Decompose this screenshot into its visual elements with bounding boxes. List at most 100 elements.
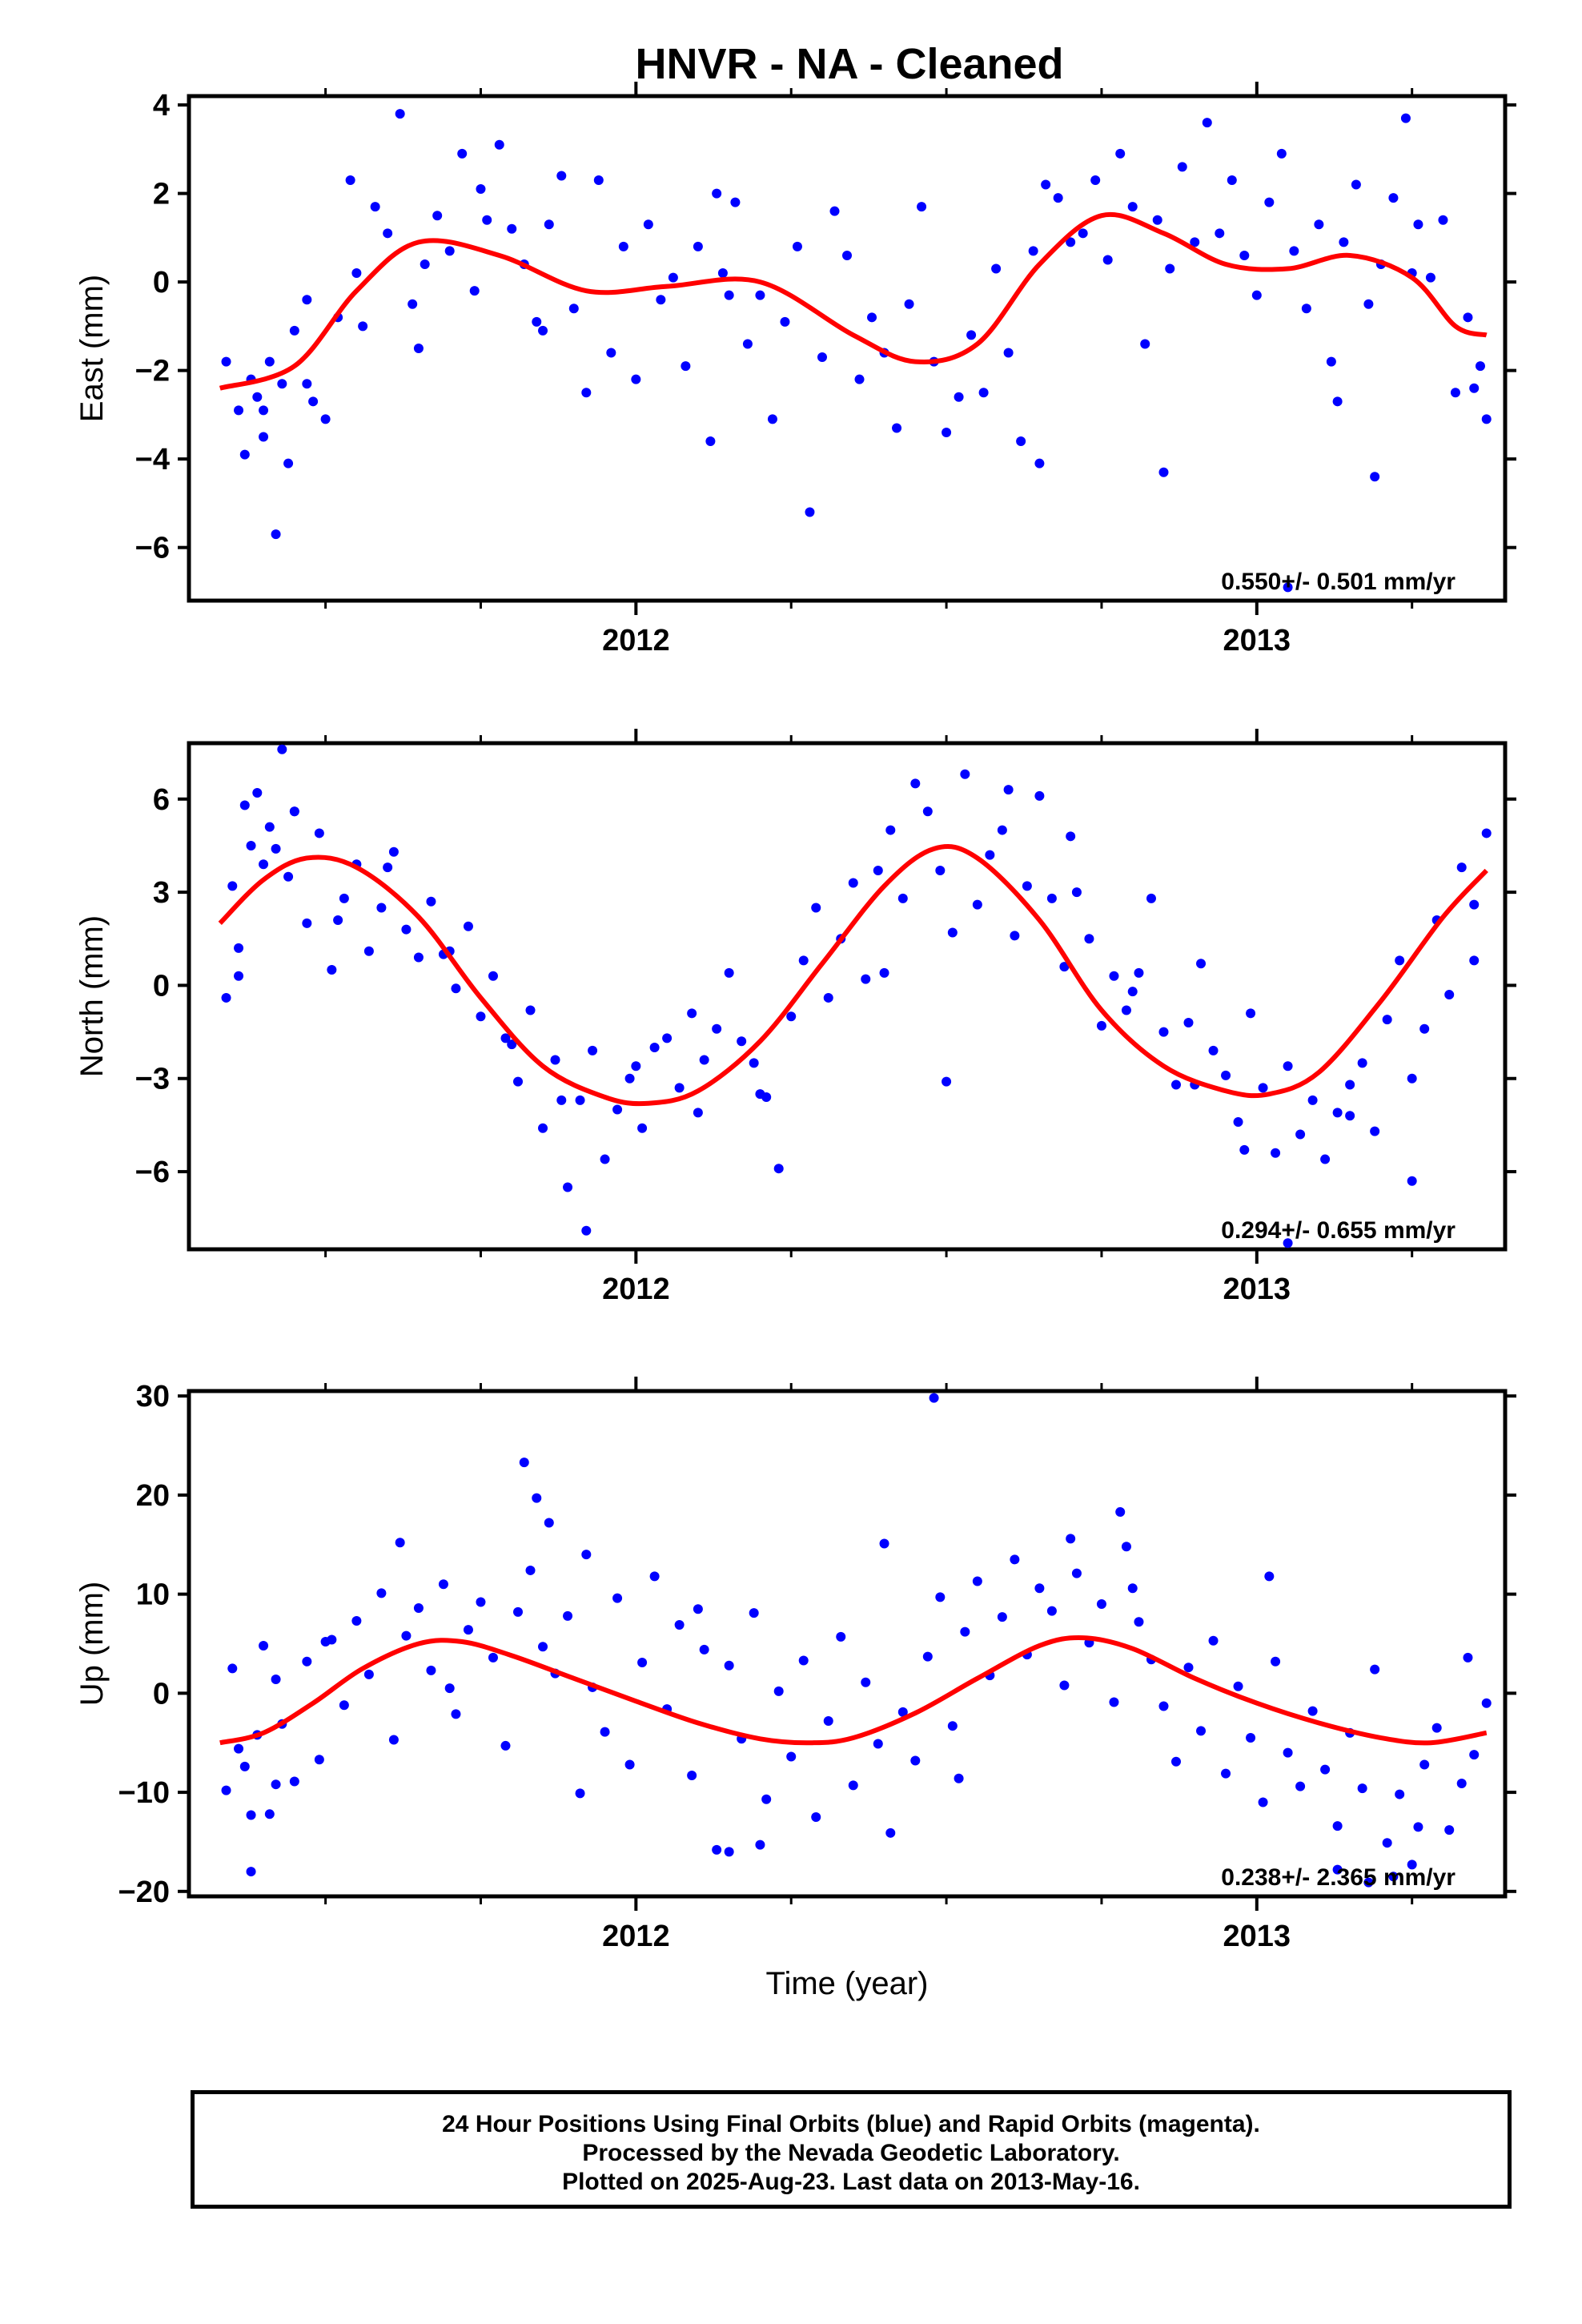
- up-data-point: [997, 1612, 1007, 1622]
- up-data-point: [1407, 1860, 1417, 1870]
- east-data-point: [1469, 383, 1480, 393]
- east-data-point: [1152, 215, 1162, 225]
- footer-box: 24 Hour Positions Using Final Orbits (bl…: [191, 2090, 1512, 2209]
- footer-line-2: Processed by the Nevada Geodetic Laborat…: [582, 2140, 1120, 2166]
- east-data-point: [668, 272, 678, 283]
- up-data-point: [363, 1669, 374, 1679]
- north-data-point: [1271, 1148, 1281, 1158]
- north-frame: [187, 741, 1508, 1252]
- north-data-point: [737, 1036, 747, 1047]
- up-data-point: [1469, 1750, 1480, 1760]
- up-data-point: [1071, 1568, 1082, 1578]
- north-data-point: [674, 1083, 685, 1093]
- up-data-point: [1395, 1789, 1405, 1799]
- east-data-point: [1370, 472, 1380, 482]
- up-data-point: [1221, 1768, 1231, 1779]
- north-data-point: [693, 1108, 703, 1118]
- east-data-point: [618, 241, 628, 251]
- east-data-point: [1215, 228, 1225, 239]
- north-data-point: [513, 1076, 523, 1087]
- north-data-point: [1345, 1111, 1355, 1121]
- up-data-point: [259, 1640, 269, 1651]
- north-data-point: [712, 1023, 722, 1034]
- east-data-point: [476, 184, 486, 195]
- north-panel: −6 −3 0 3 6 2012 2013 North (mm) 0.294+/- 0.655 …: [74, 729, 1516, 1306]
- north-data-point: [1307, 1095, 1318, 1105]
- east-data-point: [302, 295, 312, 305]
- up-frame: [187, 1389, 1508, 1899]
- east-data-point: [1326, 356, 1336, 367]
- up-y-tick-label: 10: [136, 1578, 170, 1612]
- east-data-point: [1276, 148, 1287, 159]
- east-data-point: [370, 202, 380, 212]
- north-y-tick-label: −6: [135, 1156, 170, 1189]
- east-data-point: [1425, 272, 1435, 283]
- east-data-point: [283, 458, 294, 468]
- footer-line-1: 24 Hour Positions Using Final Orbits (bl…: [442, 2111, 1260, 2137]
- east-data-point: [413, 344, 424, 353]
- up-data-point: [351, 1616, 362, 1626]
- north-data-point: [823, 992, 833, 1003]
- north-y-axis-label: North (mm): [74, 915, 110, 1077]
- up-data-point: [388, 1735, 399, 1745]
- up-data-point: [879, 1538, 889, 1549]
- up-data-point: [1010, 1554, 1020, 1565]
- east-data-point: [1481, 414, 1492, 424]
- up-data-point: [1413, 1822, 1423, 1832]
- north-data-point: [1208, 1045, 1219, 1055]
- north-data-point: [488, 971, 498, 981]
- east-y-axis-label: East (mm): [74, 275, 110, 422]
- east-data-point: [712, 188, 722, 199]
- north-data-point: [786, 1011, 797, 1022]
- north-data-point: [221, 992, 231, 1003]
- east-data-point: [991, 263, 1002, 274]
- east-data-point: [805, 507, 815, 517]
- up-data-point: [581, 1550, 592, 1560]
- north-data-point: [942, 1076, 952, 1087]
- north-data-point: [556, 1095, 567, 1105]
- up-data-point: [339, 1700, 349, 1711]
- north-data-point: [1407, 1073, 1417, 1084]
- north-y-tick-label: 3: [153, 876, 170, 910]
- up-data-point: [1370, 1664, 1380, 1675]
- up-data-point: [438, 1579, 448, 1590]
- north-data-point: [476, 1011, 486, 1022]
- north-data-point: [239, 800, 250, 810]
- east-x-tick-label: 2012: [602, 624, 670, 657]
- up-data-point: [600, 1727, 610, 1737]
- up-data-point: [724, 1847, 734, 1857]
- north-data-point: [1003, 785, 1014, 795]
- north-data-point: [1121, 1005, 1131, 1015]
- east-data-point: [1028, 246, 1038, 256]
- up-data-point: [234, 1743, 244, 1754]
- north-data-point: [637, 1123, 648, 1133]
- north-data-point: [1071, 887, 1082, 898]
- north-data-point: [1010, 931, 1020, 941]
- x-axis-label: Time (year): [766, 1966, 929, 2001]
- north-data-point: [1066, 831, 1076, 842]
- north-data-point: [1221, 1070, 1231, 1080]
- east-data-point: [780, 316, 790, 327]
- east-data-point: [507, 223, 517, 234]
- up-data-point: [749, 1608, 759, 1618]
- east-rate-label: 0.550+/- 0.501 mm/yr: [1221, 569, 1456, 595]
- east-fit-curve: [219, 211, 1488, 391]
- up-y-tick-label: 20: [136, 1479, 170, 1513]
- east-data-point: [681, 361, 691, 372]
- north-data-point: [1059, 962, 1070, 972]
- up-data-point: [1320, 1764, 1331, 1775]
- east-data-point: [432, 211, 443, 221]
- north-data-point: [1246, 1008, 1256, 1019]
- north-data-point: [289, 806, 299, 817]
- north-data-point: [252, 788, 263, 798]
- east-data-point: [1339, 237, 1349, 247]
- up-y-tick-label: −20: [118, 1876, 170, 1909]
- up-data-point: [444, 1683, 455, 1694]
- north-data-point: [333, 915, 343, 926]
- up-data-point: [954, 1773, 964, 1783]
- east-data-point: [892, 423, 902, 433]
- north-data-point: [507, 1039, 517, 1050]
- north-data-point: [327, 965, 337, 975]
- up-data-point: [500, 1740, 511, 1751]
- north-data-point: [264, 822, 275, 832]
